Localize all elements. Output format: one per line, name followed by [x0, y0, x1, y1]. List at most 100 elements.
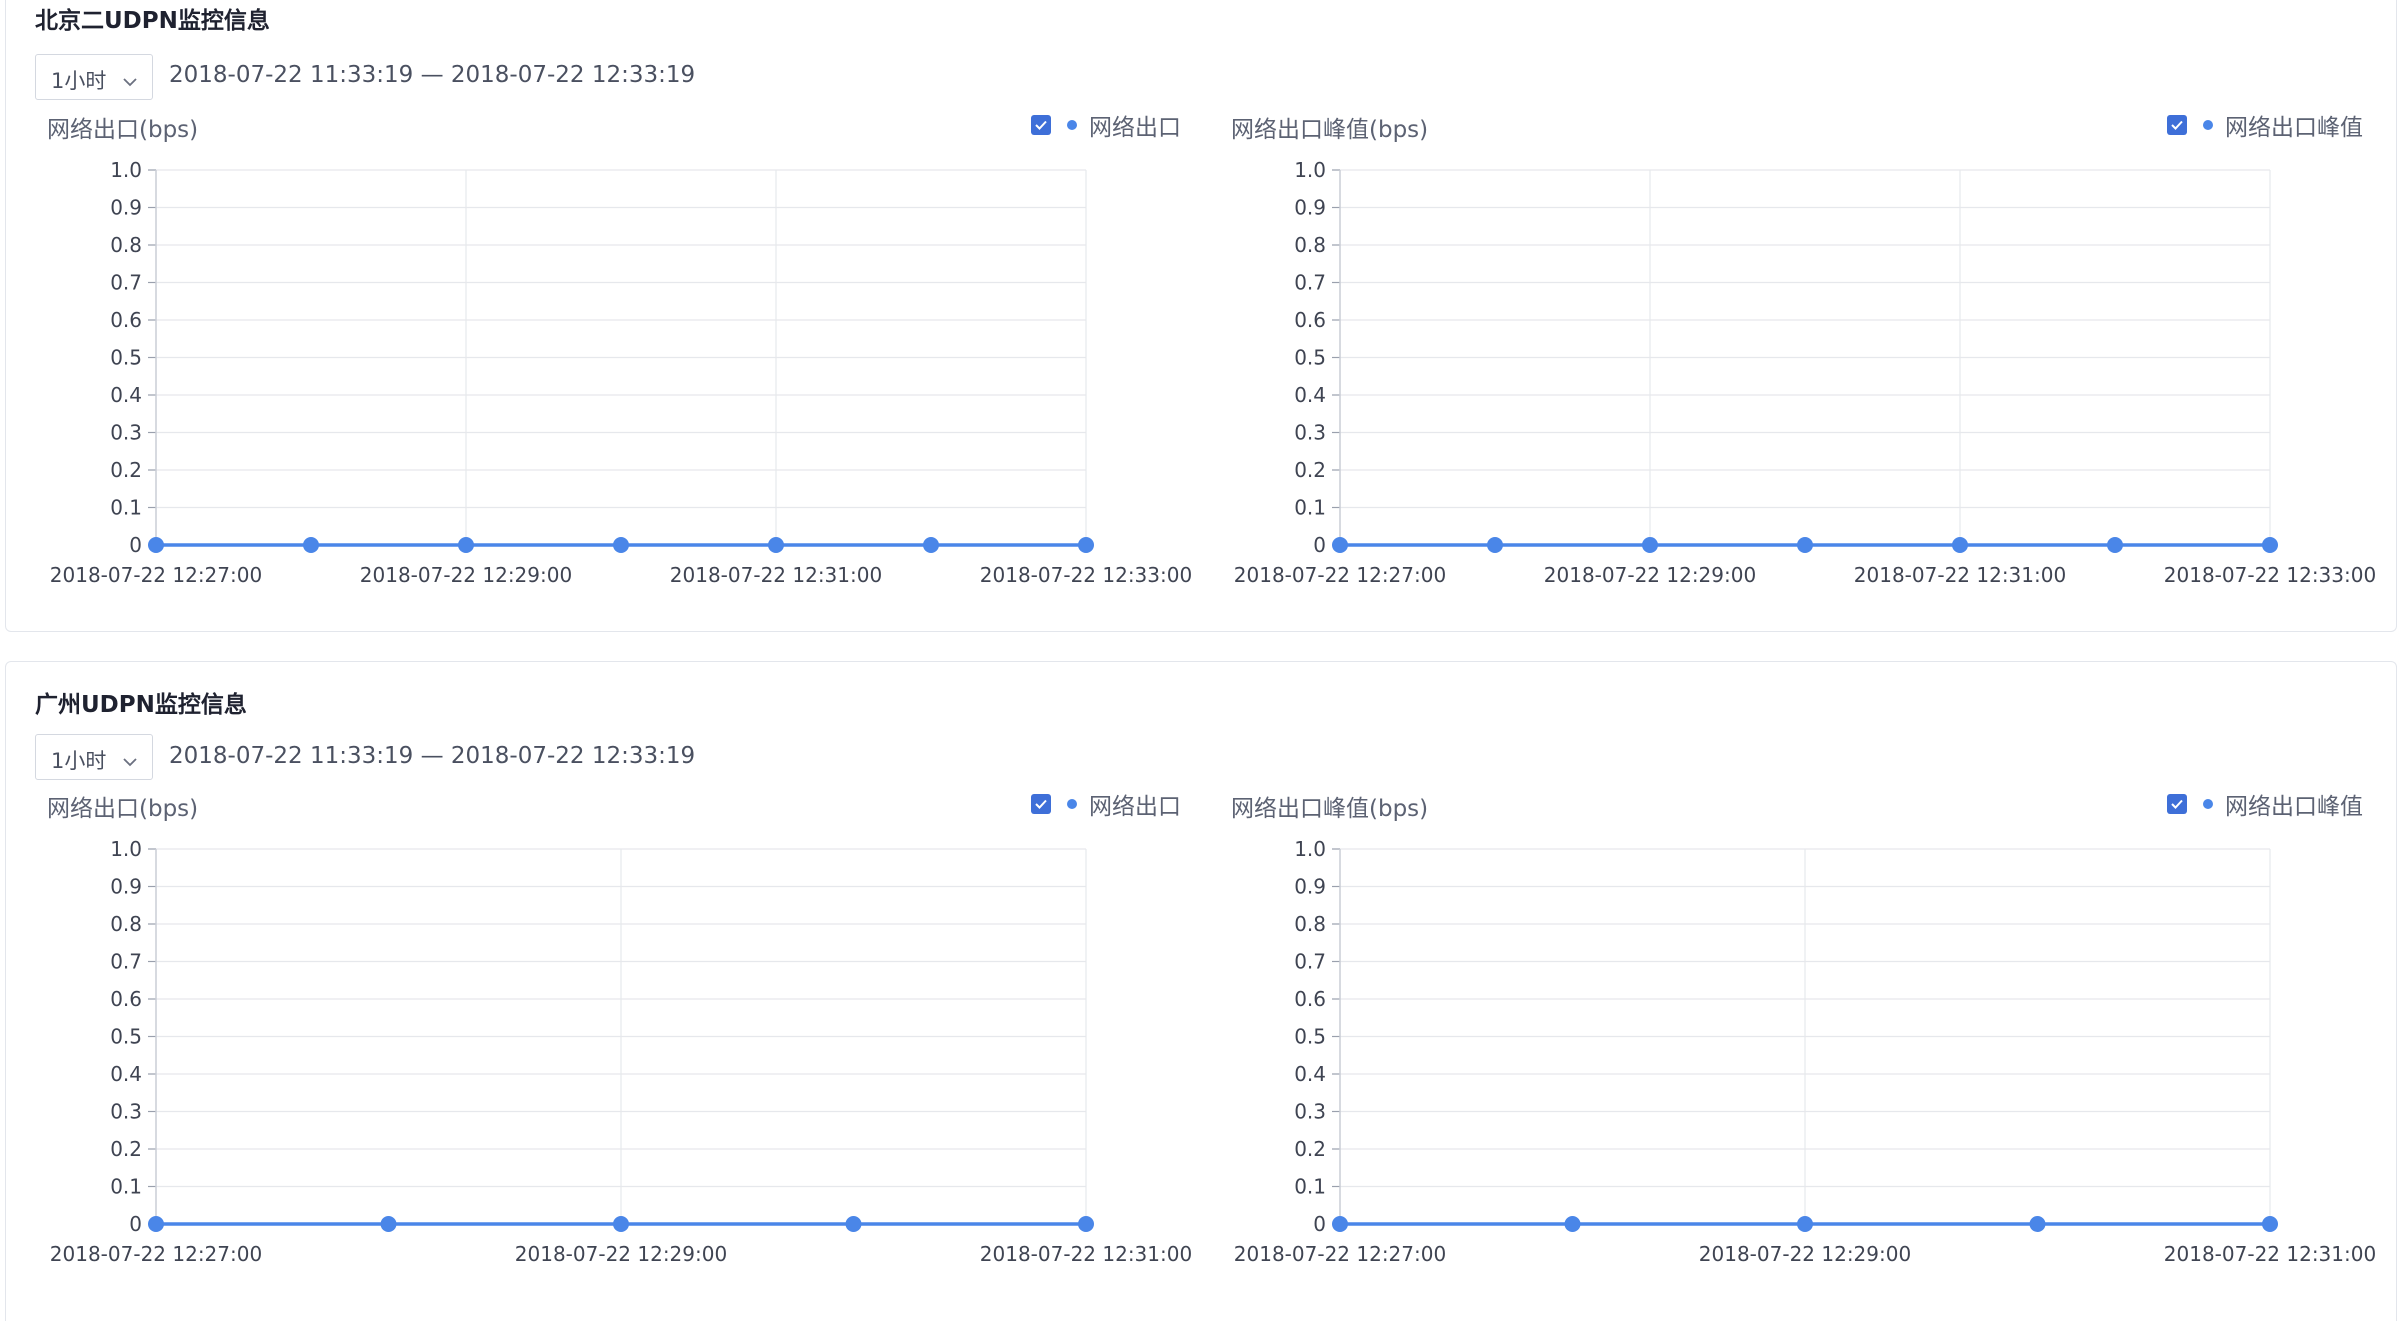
chart-legend: 网络出口 — [1031, 789, 1181, 820]
monitor-panel-beijing: 北京二UDPN监控信息 1小时 2018-07-22 11:33:19 — 20… — [5, 0, 2397, 632]
x-tick-label: 2018-07-22 12:31:00 — [980, 1242, 1192, 1266]
data-point — [1952, 537, 1968, 553]
y-tick-label: 0.5 — [110, 1025, 142, 1049]
chart-title: 网络出口(bps) — [47, 796, 199, 822]
check-icon — [1035, 120, 1047, 130]
x-tick-label: 2018-07-22 12:27:00 — [1234, 1242, 1446, 1266]
chart-network-outbound: 网络出口(bps) 网络出口 0 0.1 0.2 0.3 0.4 0.5 0.6 0.7 0.8… — [6, 789, 1196, 1269]
y-tick-label: 0.6 — [110, 987, 142, 1011]
legend-label[interactable]: 网络出口 — [1089, 115, 1181, 141]
data-point — [380, 1216, 397, 1232]
data-point — [2029, 1216, 2046, 1232]
legend-label[interactable]: 网络出口峰值 — [2225, 794, 2363, 820]
y-tick-label: 0.3 — [110, 1100, 142, 1124]
data-point — [845, 1216, 862, 1232]
y-tick-label: 0.8 — [110, 233, 142, 257]
time-range-select[interactable]: 1小时 — [35, 54, 153, 100]
chart-title: 网络出口峰值(bps) — [1231, 117, 1429, 143]
check-icon — [2171, 799, 2183, 809]
y-tick-label: 0.7 — [1294, 271, 1326, 295]
legend-series-dot — [1067, 120, 1077, 130]
y-tick-label: 0.5 — [110, 346, 142, 370]
y-tick-label: 0.6 — [1294, 308, 1326, 332]
y-tick-label: 0.5 — [1294, 346, 1326, 370]
y-tick-label: 0.9 — [1294, 196, 1326, 220]
legend-series-dot — [2203, 120, 2213, 130]
data-point — [1332, 537, 1348, 553]
chart-plot: 0 0.1 0.2 0.3 0.4 0.5 0.6 0.7 0.8 0.9 1.0 2018-07-2… — [1234, 158, 2376, 587]
y-tick-label: 0.5 — [1294, 1025, 1326, 1049]
y-tick-label: 0.2 — [110, 1137, 142, 1161]
chart-network-outbound-peak: 网络出口峰值(bps) 网络出口峰值 0 0.1 0.2 0.3 0.4 0.5 0.6 0.… — [1190, 789, 2380, 1269]
legend-checkbox[interactable] — [1031, 115, 1051, 135]
legend-series-dot — [1067, 799, 1077, 809]
x-tick-label: 2018-07-22 12:27:00 — [50, 563, 262, 587]
y-tick-label: 0.1 — [1294, 496, 1326, 520]
y-tick-label: 0 — [1313, 533, 1326, 557]
y-tick-label: 0.4 — [110, 1062, 142, 1086]
data-point — [1797, 537, 1813, 553]
y-tick-label: 0.6 — [1294, 987, 1326, 1011]
data-point — [1564, 1216, 1581, 1232]
x-tick-label: 2018-07-22 12:31:00 — [670, 563, 882, 587]
y-tick-label: 0.3 — [1294, 421, 1326, 445]
y-tick-label: 0.2 — [1294, 1137, 1326, 1161]
y-tick-label: 0 — [129, 533, 142, 557]
y-tick-label: 0.3 — [110, 421, 142, 445]
y-tick-label: 0.9 — [110, 875, 142, 899]
data-point — [613, 537, 629, 553]
data-point — [2262, 1216, 2278, 1232]
y-tick-label: 0.7 — [1294, 950, 1326, 974]
data-point — [303, 537, 319, 553]
x-tick-label: 2018-07-22 12:29:00 — [1699, 1242, 1911, 1266]
data-point — [1332, 1216, 1348, 1232]
x-tick-label: 2018-07-22 12:29:00 — [360, 563, 572, 587]
legend-checkbox[interactable] — [2167, 115, 2187, 135]
data-point — [2262, 537, 2278, 553]
chevron-down-icon — [122, 749, 138, 773]
y-tick-label: 0 — [1313, 1212, 1326, 1236]
chart-title: 网络出口峰值(bps) — [1231, 796, 1429, 822]
y-tick-label: 0.9 — [110, 196, 142, 220]
y-tick-label: 0.7 — [110, 271, 142, 295]
y-tick-label: 0.6 — [110, 308, 142, 332]
panel-title: 北京二UDPN监控信息 — [35, 8, 270, 34]
legend-checkbox[interactable] — [1031, 794, 1051, 814]
x-tick-label: 2018-07-22 12:31:00 — [2164, 1242, 2376, 1266]
chart-legend: 网络出口峰值 — [2167, 110, 2363, 141]
legend-checkbox[interactable] — [2167, 794, 2187, 814]
x-tick-label: 2018-07-22 12:33:00 — [980, 563, 1192, 587]
legend-label[interactable]: 网络出口峰值 — [2225, 115, 2363, 141]
data-point — [768, 537, 784, 553]
time-range-text: 2018-07-22 11:33:19 — 2018-07-22 12:33:1… — [169, 62, 696, 88]
x-tick-label: 2018-07-22 12:29:00 — [515, 1242, 727, 1266]
chart-network-outbound: 网络出口(bps) 网络出口 0 0.1 0.2 0.3 0.4 0.5 0.6 0.7 0.8… — [6, 110, 1196, 590]
data-point — [148, 1216, 164, 1232]
y-tick-label: 1.0 — [1294, 158, 1326, 182]
data-point — [1078, 1216, 1094, 1232]
chart-network-outbound-peak: 网络出口峰值(bps) 网络出口峰值 0 0.1 0.2 0.3 0.4 0.5 0.6 0.… — [1190, 110, 2380, 590]
x-tick-label: 2018-07-22 12:31:00 — [1854, 563, 2066, 587]
y-tick-label: 0.4 — [110, 383, 142, 407]
data-point — [613, 1216, 629, 1232]
time-range-select-value: 1小时 — [51, 69, 107, 93]
y-tick-label: 0.4 — [1294, 383, 1326, 407]
legend-series-dot — [2203, 799, 2213, 809]
chart-plot: 0 0.1 0.2 0.3 0.4 0.5 0.6 0.7 0.8 0.9 1.0 2018-07-2… — [50, 837, 1192, 1266]
y-tick-label: 0.4 — [1294, 1062, 1326, 1086]
y-tick-label: 0.8 — [1294, 233, 1326, 257]
data-point — [458, 537, 474, 553]
panel-title: 广州UDPN监控信息 — [35, 692, 247, 718]
data-point — [1642, 537, 1658, 553]
x-tick-label: 2018-07-22 12:29:00 — [1544, 563, 1756, 587]
time-range-select[interactable]: 1小时 — [35, 734, 153, 780]
y-tick-label: 0.7 — [110, 950, 142, 974]
legend-label[interactable]: 网络出口 — [1089, 794, 1181, 820]
y-tick-label: 1.0 — [110, 837, 142, 861]
monitor-panel-guangzhou: 广州UDPN监控信息 1小时 2018-07-22 11:33:19 — 201… — [5, 661, 2397, 1321]
y-tick-label: 0.8 — [1294, 912, 1326, 936]
check-icon — [1035, 799, 1047, 809]
data-point — [923, 537, 939, 553]
chart-plot: 0 0.1 0.2 0.3 0.4 0.5 0.6 0.7 0.8 0.9 1.0 2018-07-2… — [50, 158, 1192, 587]
y-tick-label: 0.8 — [110, 912, 142, 936]
